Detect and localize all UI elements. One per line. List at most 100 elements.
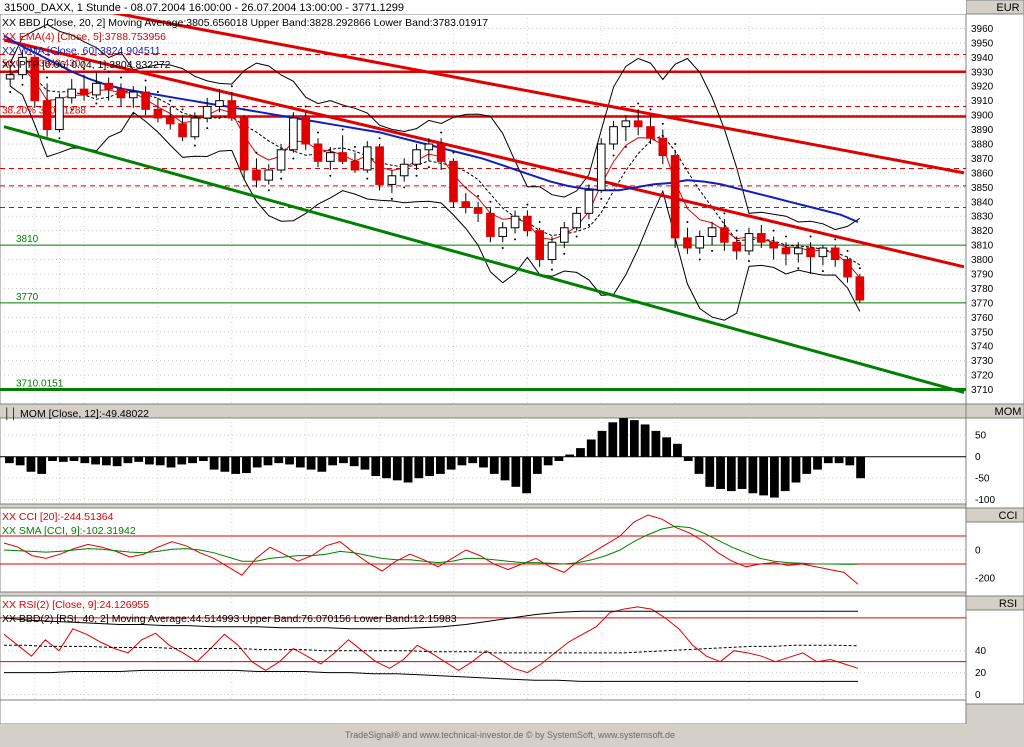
rsi-axis-title-box — [965, 595, 1024, 611]
ptp-dot — [637, 102, 640, 105]
price-tick-label: 3770 — [971, 298, 994, 309]
candle-body — [289, 117, 298, 151]
candle — [818, 245, 828, 266]
candle-body — [769, 241, 778, 249]
mom-bar — [694, 456, 704, 474]
candle — [572, 207, 581, 231]
ptp-dot — [243, 108, 246, 111]
mom-bar — [543, 456, 553, 466]
candle — [806, 242, 815, 274]
ptp-dot — [452, 151, 455, 154]
candle-body — [461, 201, 471, 209]
ptp-dot — [95, 102, 98, 105]
rsi-legend-entry: XX BBD(2) [RSI, 40, 2] Moving Average:44… — [2, 613, 457, 625]
mom-bar — [629, 420, 639, 457]
mom-bar — [662, 437, 672, 457]
price-tick-label: 3750 — [971, 327, 994, 338]
mom-bar — [101, 456, 111, 466]
candle-body — [18, 56, 27, 76]
price-tick-label: 3870 — [971, 154, 994, 165]
price-tick-label: 3940 — [971, 53, 994, 64]
rsi-tick-label: 0 — [975, 690, 981, 701]
candle — [227, 92, 237, 121]
price-tick-label: 3860 — [971, 168, 994, 179]
candle-body — [855, 276, 865, 301]
candle — [535, 227, 544, 267]
price-tick-label: 3820 — [971, 226, 994, 237]
candle — [609, 120, 618, 150]
candle-body — [42, 100, 52, 131]
mom-bar — [209, 456, 219, 470]
candle-body — [658, 137, 668, 157]
candle — [757, 224, 766, 248]
mom-bar — [80, 456, 90, 464]
mom-bar — [823, 456, 833, 464]
level-label: 3810 — [16, 234, 39, 245]
footer-credit: TradeSignal® and www.technical-investor.… — [345, 730, 675, 740]
candle — [128, 86, 138, 108]
candle — [424, 138, 434, 162]
mom-bar — [565, 454, 575, 457]
ptp-dot — [661, 122, 664, 125]
candle-body — [547, 241, 557, 261]
mom-bar — [220, 456, 230, 472]
candle — [683, 227, 692, 254]
cci-sma-line — [3, 525, 858, 565]
candle — [375, 144, 384, 191]
red-trend-line — [3, 38, 965, 269]
mom-bar — [608, 422, 618, 457]
mom-bar — [392, 456, 402, 481]
ptp-dot — [674, 143, 677, 145]
candle-body — [695, 235, 705, 249]
candle-body — [436, 143, 446, 162]
candle — [92, 71, 101, 98]
candle-body — [498, 227, 508, 237]
mom-bar — [468, 456, 478, 464]
candle — [215, 89, 224, 113]
candle — [153, 97, 163, 123]
mom-bar — [188, 456, 197, 464]
ptp-dot — [366, 177, 369, 180]
candle-body — [449, 160, 458, 203]
ptp-dot — [144, 79, 147, 82]
candle-body — [707, 227, 717, 237]
cci-tick-label: -200 — [975, 574, 995, 585]
mom-bar — [166, 456, 176, 468]
mom-bar — [285, 456, 294, 465]
ptp-dot — [587, 223, 590, 226]
mom-legend: ││ MOM [Close, 12]:-49.48022 — [4, 407, 149, 421]
ptp-dot — [415, 174, 418, 177]
price-tick-label: 3740 — [971, 342, 994, 353]
mom-bar — [145, 456, 154, 465]
candle-body — [720, 227, 729, 243]
candle-body — [584, 189, 594, 214]
candle — [744, 227, 754, 256]
ptp-dot — [440, 131, 443, 134]
mom-bar — [425, 456, 434, 477]
ptp-dot — [526, 203, 529, 206]
candle — [42, 83, 52, 137]
candle — [559, 222, 569, 248]
candle-body — [621, 120, 631, 128]
candle-body — [104, 82, 113, 90]
mom-bar — [37, 456, 47, 474]
mom-bar — [155, 456, 165, 466]
candle — [584, 184, 594, 220]
candle — [276, 144, 286, 173]
mom-bar — [522, 456, 531, 494]
candle — [412, 144, 421, 170]
candle — [165, 106, 175, 130]
mom-bar — [554, 456, 564, 461]
mom-bar — [813, 456, 822, 470]
candle-body — [818, 247, 828, 258]
mom-bar — [134, 456, 144, 462]
candle — [239, 115, 249, 181]
candle — [621, 115, 631, 142]
cci-legend-entry: XX CCI [20]:-244.51364 — [2, 511, 114, 523]
mom-bar — [382, 456, 391, 479]
ptp-dot — [58, 137, 61, 140]
candle — [670, 149, 680, 248]
candle — [264, 164, 274, 185]
rsi-tick-label: 40 — [975, 646, 987, 657]
price-legend-entry: XX WMA [Close, 60]:3824.904511 — [2, 45, 161, 57]
